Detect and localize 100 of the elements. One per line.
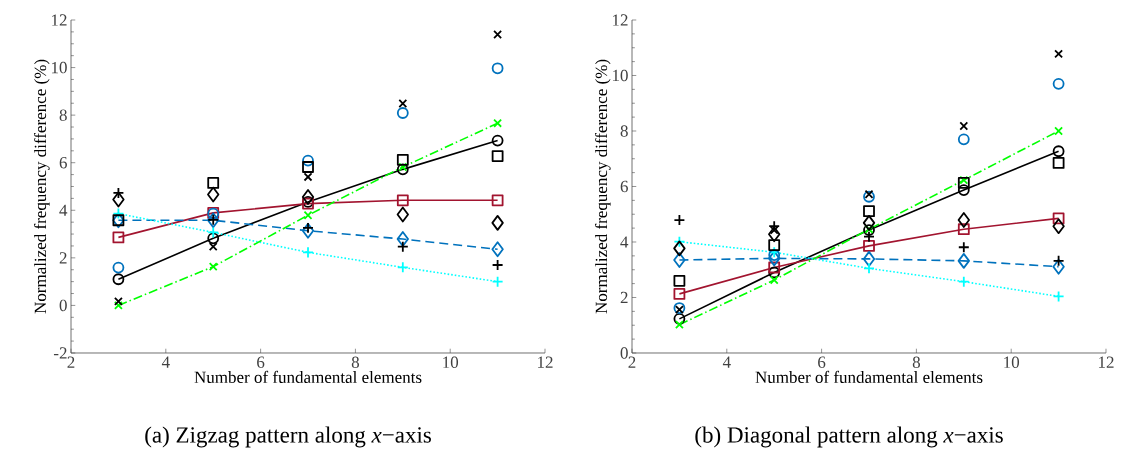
- point: [957, 184, 970, 196]
- point: [398, 99, 408, 108]
- point: [303, 210, 313, 220]
- y-tick-label: 4: [620, 236, 629, 248]
- point: [112, 207, 125, 220]
- point: [863, 205, 875, 218]
- point: [862, 214, 876, 231]
- point: [959, 175, 969, 185]
- point: [396, 153, 409, 166]
- x-tick-label: 6: [818, 356, 826, 368]
- point: [1052, 218, 1065, 235]
- y-tick-label: 0: [620, 347, 628, 359]
- point: [959, 121, 969, 131]
- point: [768, 261, 781, 274]
- point: [493, 118, 503, 128]
- point: [673, 252, 686, 268]
- point: [302, 161, 314, 173]
- x-tick-label: 10: [443, 356, 459, 368]
- point: [673, 312, 686, 325]
- point: [207, 177, 220, 189]
- point: [1052, 77, 1065, 90]
- point: [396, 163, 409, 176]
- point: [769, 275, 779, 285]
- point: [207, 232, 220, 245]
- point: [112, 191, 125, 208]
- x-tick-label: 6: [257, 356, 265, 368]
- point: [673, 235, 686, 248]
- text: (a) Zigzag pattern along x−axis: [145, 426, 431, 448]
- y-tick-label: 10: [612, 69, 628, 82]
- point: [957, 212, 970, 228]
- point: [113, 300, 123, 310]
- x-axis-title: Number of fundamental elements: [194, 370, 422, 383]
- point: [673, 274, 686, 287]
- point: [863, 262, 875, 275]
- point: [396, 194, 409, 207]
- point: [768, 239, 781, 251]
- x-tick-label: 4: [161, 356, 170, 368]
- point: [862, 251, 876, 267]
- point: [491, 194, 504, 207]
- y-axis-title: Normalized frequency difference (%): [594, 59, 611, 314]
- point: [957, 223, 970, 236]
- point: [396, 261, 409, 274]
- y-tick-label: 6: [620, 180, 628, 193]
- y-tick-label: 12: [612, 14, 628, 26]
- point: [301, 189, 315, 205]
- y-axis-title: Normalized frequency difference (%): [33, 59, 50, 314]
- point: [1052, 212, 1065, 225]
- point: [491, 134, 504, 147]
- point: [112, 261, 125, 274]
- y-tick-label: 12: [51, 14, 67, 26]
- point: [768, 250, 781, 267]
- point: [1052, 258, 1065, 275]
- point: [491, 241, 504, 258]
- y-tick-label: 10: [51, 61, 67, 74]
- y-tick-label: 4: [59, 204, 68, 216]
- point: [112, 273, 125, 286]
- point: [673, 287, 686, 300]
- point: [491, 275, 504, 288]
- y-tick-label: 2: [620, 291, 628, 304]
- x-axis-title: Number of fundamental elements: [755, 370, 983, 383]
- x-tick-label: 2: [628, 356, 636, 368]
- y-tick-label: 0: [59, 299, 67, 312]
- point: [957, 133, 970, 146]
- point: [112, 231, 125, 244]
- y-tick-label: -2: [53, 347, 67, 359]
- point: [396, 231, 409, 247]
- point: [1052, 157, 1065, 169]
- x-tick-label: 8: [912, 356, 921, 368]
- point: [207, 186, 220, 203]
- text: (b) Diagonal pattern along x−axis: [695, 426, 1003, 448]
- point: [491, 150, 504, 162]
- point: [398, 162, 408, 172]
- point: [302, 154, 314, 167]
- point: [396, 107, 409, 119]
- point: [863, 190, 875, 203]
- point: [493, 30, 503, 39]
- point: [113, 296, 123, 306]
- x-tick-label: 12: [1098, 356, 1114, 368]
- point: [864, 189, 874, 199]
- x-tick-label: 12: [538, 356, 553, 368]
- y-tick-label: 2: [59, 252, 67, 264]
- point: [957, 275, 970, 288]
- point: [673, 240, 686, 257]
- y-tick-label: 6: [59, 156, 67, 169]
- point: [207, 226, 220, 239]
- y-tick-label: 8: [59, 109, 67, 121]
- point: [1054, 49, 1064, 59]
- point: [957, 252, 970, 269]
- point: [301, 222, 315, 239]
- x-tick-label: 4: [722, 356, 731, 368]
- point: [396, 206, 409, 223]
- point: [208, 242, 218, 252]
- point: [1052, 145, 1065, 158]
- point: [491, 62, 504, 75]
- point: [491, 214, 504, 231]
- point: [863, 239, 875, 252]
- x-tick-label: 10: [1004, 356, 1020, 368]
- point: [1054, 126, 1064, 136]
- point: [674, 320, 684, 330]
- point: [768, 226, 781, 243]
